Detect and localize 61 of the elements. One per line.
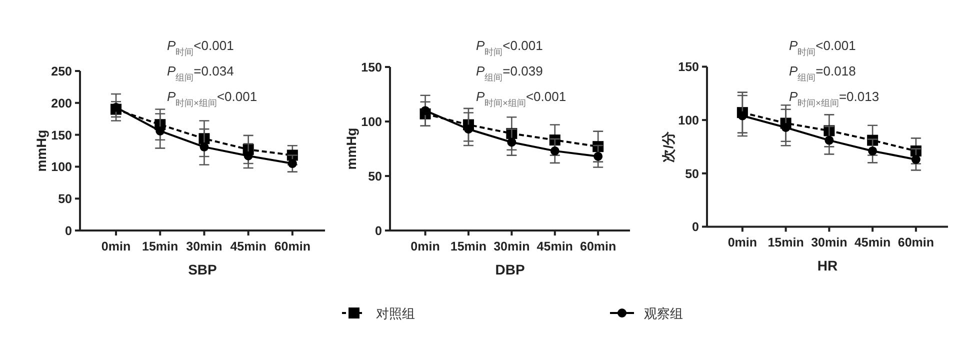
legend-label: 观察组 [644,306,683,321]
text: P$_{时间}$<0.001 [476,38,543,57]
point [507,138,516,147]
y-tick-label: 100 [361,115,382,129]
x-tick-label: 15min [450,240,487,254]
y-axis-title: mmHg [34,130,49,172]
x-tick-label: 30min [494,240,530,254]
x-tick-label: 0min [410,240,440,254]
x-tick-label: 45min [230,240,266,254]
y-tick-label: 0 [692,220,700,234]
legend-label: 对照组 [376,306,415,321]
y-tick-label: 250 [51,64,72,78]
x-tick-label: 30min [811,236,848,250]
y-tick-label: 0 [65,224,72,238]
x-tick-label: 15min [142,240,178,254]
point [200,142,209,152]
x-axis-title: DBP [495,262,525,278]
y-tick-label: 100 [51,160,72,174]
x-axis-title: HR [817,258,838,274]
point [594,152,603,161]
y-tick-label: 50 [58,192,72,206]
x-tick-label: 45min [536,240,573,254]
x-tick-label: 60min [580,240,616,254]
point [156,126,165,136]
legend-entry: 观察组 [610,306,683,321]
point [868,146,878,156]
y-tick-label: 0 [375,224,382,238]
annotation: P$_{组间}$=0.039 [476,64,543,82]
annotation: P$_{组间}$=0.018 [789,64,856,82]
y-tick-label: 200 [51,96,72,110]
point [781,123,790,132]
y-tick-label: 150 [51,128,72,142]
x-tick-label: 15min [768,236,804,250]
point [824,136,834,145]
x-tick-label: 45min [854,236,891,250]
point [464,124,473,134]
annotation: P$_{组间}$=0.034 [167,64,234,82]
point [244,151,253,160]
annotation: P$_{时间×组间}$=0.013 [789,89,880,108]
point [911,155,920,164]
point [550,146,560,156]
y-axis-title: mmHg [344,128,359,170]
legend-entry: 对照组 [342,306,415,321]
x-tick-label: 0min [728,236,758,250]
y-tick-label: 50 [368,170,382,184]
y-tick-label: 50 [685,166,700,181]
point [738,111,747,120]
text: P$_{时间}$<0.001 [167,38,234,57]
x-tick-label: 60min [274,240,310,254]
x-tick-label: 60min [898,236,934,250]
x-tick-label: 30min [186,240,222,254]
y-tick-label: 150 [678,60,700,74]
y-tick-label: 100 [678,114,700,128]
y-tick-label: 150 [361,60,382,74]
annotation: P$_{时间×组间}$<0.001 [476,89,566,108]
text: P$_{时间}$<0.001 [789,38,856,57]
x-axis-title: SBP [188,262,217,278]
point [420,106,430,116]
y-axis-title: 次/分 [661,130,676,163]
annotation: P$_{时间×组间}$<0.001 [167,89,258,108]
x-tick-label: 0min [101,240,131,254]
